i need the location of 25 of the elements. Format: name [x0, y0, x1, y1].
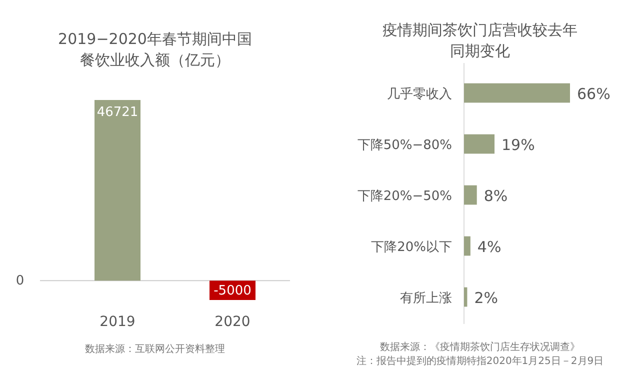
y-tick-label: 下降50%−80%	[357, 138, 452, 153]
text: 注：报告中提到的疫情期特指2020年1月25日－2月9日	[356, 355, 604, 367]
data-label: 4%	[477, 238, 502, 256]
chart-title: 疫情期间茶饮门店营收较去年同期变化	[382, 21, 578, 60]
source-note: 数据来源：互联网公开资料整理	[85, 343, 225, 355]
y-tick-label: 下降20%−50%	[357, 189, 452, 204]
text: 0	[16, 274, 24, 289]
data-label: 66%	[577, 84, 610, 103]
data-label: 2%	[474, 289, 498, 308]
bar	[464, 236, 470, 256]
bar	[464, 185, 477, 205]
data-label: -5000	[214, 284, 252, 299]
data-label: 8%	[484, 187, 508, 205]
source-note: 数据来源：《疫情期茶饮门店生存状况调查》	[380, 341, 580, 353]
y-tick-label: 几乎零收入	[387, 86, 452, 102]
bar	[464, 134, 495, 154]
chart-title: 2019−2020年春节期间中国餐饮业收入额（亿元）	[58, 30, 252, 69]
y-tick-label: 下降20%以下	[371, 240, 452, 256]
bar	[464, 83, 570, 103]
x-tick-label: 2019	[100, 314, 136, 330]
bar	[464, 287, 468, 307]
x-tick-label: 2020	[214, 314, 250, 330]
y-tick-label: 有所上涨	[400, 291, 452, 306]
data-label: 19%	[502, 136, 535, 154]
data-label: 46721	[96, 105, 138, 120]
